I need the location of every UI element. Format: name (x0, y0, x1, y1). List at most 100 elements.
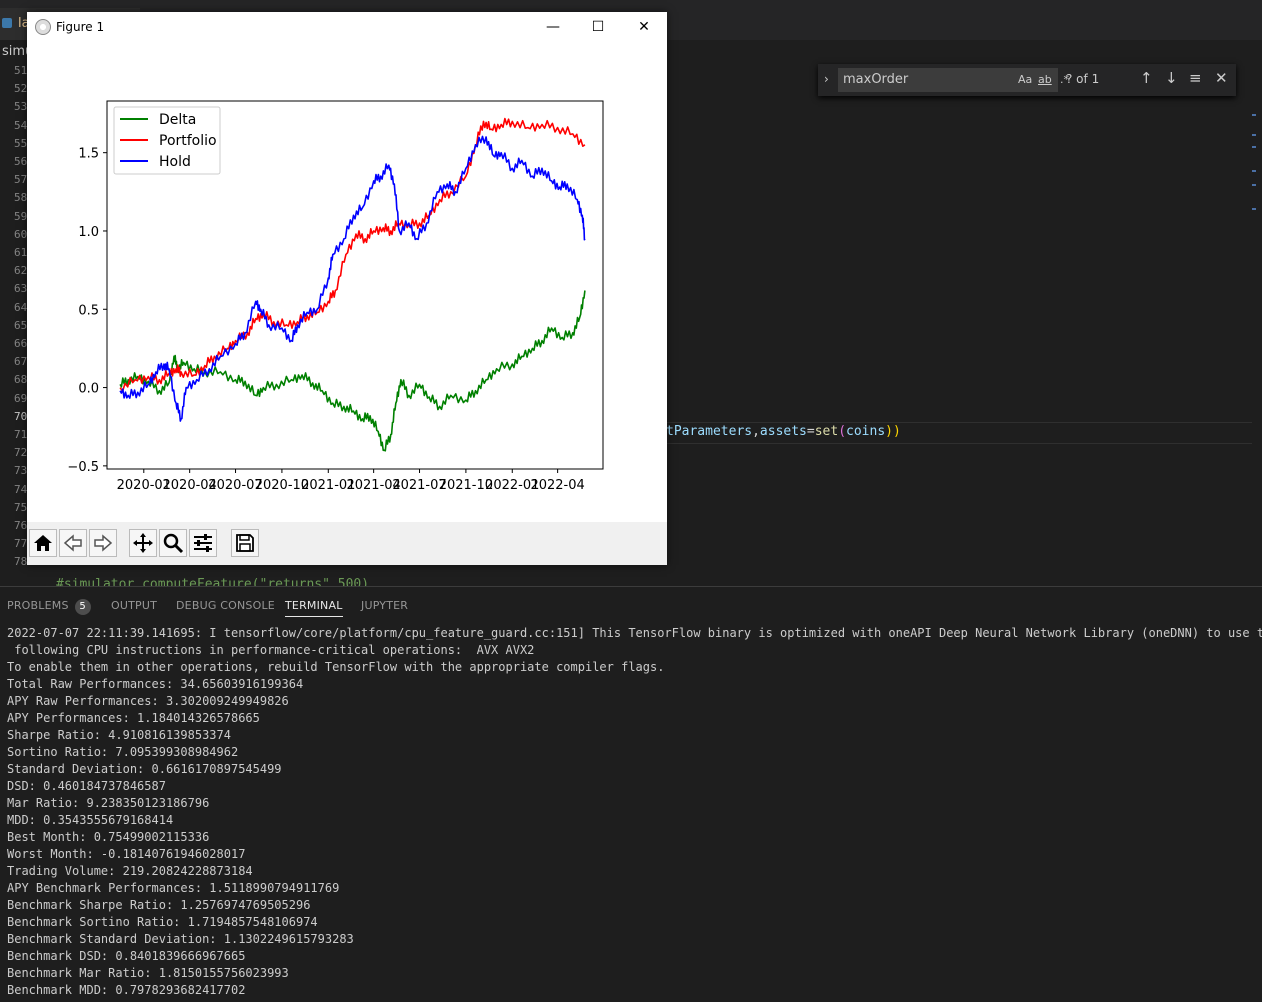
magnifier-icon (163, 533, 184, 554)
line-number: 67 (14, 355, 28, 369)
x-tick-label: 2021-07 (392, 478, 446, 493)
legend-label: Delta (159, 112, 196, 128)
zoom-button[interactable] (159, 529, 187, 557)
code-token: coins (846, 424, 886, 439)
whole-word-button[interactable]: ab (1038, 73, 1052, 86)
line-number: 68 (14, 373, 28, 387)
terminal-line: Trading Volume: 219.20824228873184 (7, 864, 253, 878)
breadcrumb-file[interactable]: simu (2, 44, 34, 59)
save-figure-button[interactable] (231, 529, 259, 557)
bottom-panel: PROBLEMS 5 OUTPUT DEBUG CONSOLE TERMINAL … (0, 586, 1262, 1002)
scrollbar-markers[interactable] (1252, 110, 1262, 230)
line-number: 77 (14, 537, 28, 551)
python-file-icon (2, 18, 12, 28)
line-number: 61 (14, 246, 28, 259)
x-tick-label: 2020-10 (255, 478, 309, 493)
terminal-line: APY Performances: 1.184014326578665 (7, 711, 260, 725)
line-number: 70 (14, 409, 28, 423)
tab-output[interactable]: OUTPUT (111, 599, 158, 612)
x-tick-label: 2020-07 (208, 478, 262, 493)
code-token: )) (885, 424, 901, 439)
tab-jupyter[interactable]: JUPYTER (361, 599, 409, 612)
move-arrows-icon (133, 533, 153, 553)
terminal-line: Standard Deviation: 0.6616170897545499 (7, 762, 282, 776)
line-number: 63 (14, 282, 28, 296)
series-line-delta (119, 290, 586, 452)
x-tick-label: 2020-04 (163, 478, 217, 493)
series-line-hold (119, 135, 586, 422)
line-number: 65 (14, 318, 28, 332)
configure-subplots-button[interactable] (189, 529, 217, 557)
line-number: 59 (14, 209, 28, 223)
regex-button[interactable]: .* (1060, 73, 1069, 86)
find-input[interactable]: maxOrder Aa ab .* (838, 68, 1069, 92)
legend-label: Portfolio (159, 133, 217, 149)
close-find-icon[interactable]: ✕ (1215, 69, 1228, 87)
x-tick-label: 2022-04 (530, 478, 584, 493)
code-token: ( (838, 424, 847, 439)
y-tick-label: 0.5 (78, 303, 99, 318)
x-tick-label: 2021-10 (439, 478, 493, 493)
line-number: 73 (14, 464, 28, 478)
series-line-portfolio (119, 117, 586, 392)
legend-box (113, 106, 221, 175)
forward-arrow-icon (94, 534, 113, 552)
terminal-line: Best Month: 0.75499002115336 (7, 830, 210, 844)
line-number: 57 (14, 173, 28, 187)
code-token: = (806, 424, 815, 439)
find-widget: › maxOrder Aa ab .* ? of 1 ↑ ↓ ≡ ✕ (818, 64, 1236, 96)
floppy-disk-icon (236, 534, 254, 552)
line-number: 64 (14, 300, 28, 314)
terminal-line: APY Benchmark Performances: 1.5118990794… (7, 881, 340, 895)
terminal-line: Sortino Ratio: 7.095399308984962 (7, 745, 239, 759)
problems-count-badge: 5 (74, 599, 91, 615)
terminal-line: DSD: 0.460184737846587 (7, 779, 166, 793)
terminal-line: 2022-07-07 22:11:39.141695: I tensorflow… (7, 626, 1262, 640)
code-token: tParameters (666, 424, 753, 439)
terminal-line: APY Raw Performances: 3.302009249949826 (7, 694, 289, 708)
back-button[interactable] (59, 529, 87, 557)
legend-label: Hold (159, 154, 191, 170)
pan-button[interactable] (129, 529, 157, 557)
minimize-button[interactable]: — (546, 19, 560, 35)
maximize-button[interactable]: ☐ (591, 19, 605, 35)
x-tick-label: 2022-01 (485, 478, 539, 493)
tab-label: PROBLEMS (7, 599, 69, 612)
forward-button[interactable] (89, 529, 117, 557)
line-number: 54 (14, 118, 28, 132)
home-button[interactable] (29, 529, 57, 557)
line-number: 75 (14, 500, 28, 514)
line-number: 56 (14, 155, 28, 168)
terminal-line: following CPU instructions in performanc… (7, 643, 535, 657)
find-in-selection-icon[interactable]: ≡ (1189, 69, 1202, 87)
terminal-line: Benchmark Standard Deviation: 1.13022496… (7, 932, 354, 946)
terminal-output[interactable]: 2022-07-07 22:11:39.141695: I tensorflow… (7, 625, 1262, 999)
code-line-70[interactable]: tParameters,assets=set(coins)) (666, 424, 901, 439)
line-number: 74 (14, 482, 28, 496)
tab-terminal[interactable]: TERMINAL (285, 599, 343, 617)
tab-problems[interactable]: PROBLEMS 5 (7, 599, 91, 615)
terminal-line: Worst Month: -0.18140761946028017 (7, 847, 246, 861)
figure-title-bar: Figure 1 — ☐ ✕ (27, 12, 667, 42)
line-number: 71 (14, 428, 28, 441)
terminal-line: Mar Ratio: 9.238350123186796 (7, 796, 210, 810)
toggle-replace-chevron-icon[interactable]: › (824, 72, 829, 86)
close-button[interactable]: ✕ (638, 19, 650, 35)
terminal-line: Benchmark Mar Ratio: 1.8150155756023993 (7, 966, 289, 980)
figure-window: Figure 1 — ☐ ✕ −0.5 0.0 0.5 1.0 1.5 2020-01 20… (27, 12, 667, 565)
figure-toolbar (27, 522, 667, 565)
y-tick-label: 0.0 (78, 382, 99, 397)
next-match-arrow-down-icon[interactable]: ↓ (1165, 69, 1178, 87)
y-tick-label: −0.5 (67, 460, 99, 475)
matplotlib-logo-icon (35, 19, 51, 35)
match-case-button[interactable]: Aa (1018, 73, 1033, 86)
current-line-highlight (666, 422, 1252, 444)
terminal-line: To enable them in other operations, rebu… (7, 660, 665, 674)
tab-debug-console[interactable]: DEBUG CONSOLE (176, 599, 275, 612)
back-arrow-icon (63, 534, 82, 552)
terminal-line: MDD: 0.3543555679168414 (7, 813, 174, 827)
line-number: 60 (14, 227, 28, 241)
previous-match-arrow-up-icon[interactable]: ↑ (1140, 69, 1153, 87)
terminal-line: Sharpe Ratio: 4.910816139853374 (7, 728, 231, 742)
line-number: 58 (14, 191, 28, 205)
